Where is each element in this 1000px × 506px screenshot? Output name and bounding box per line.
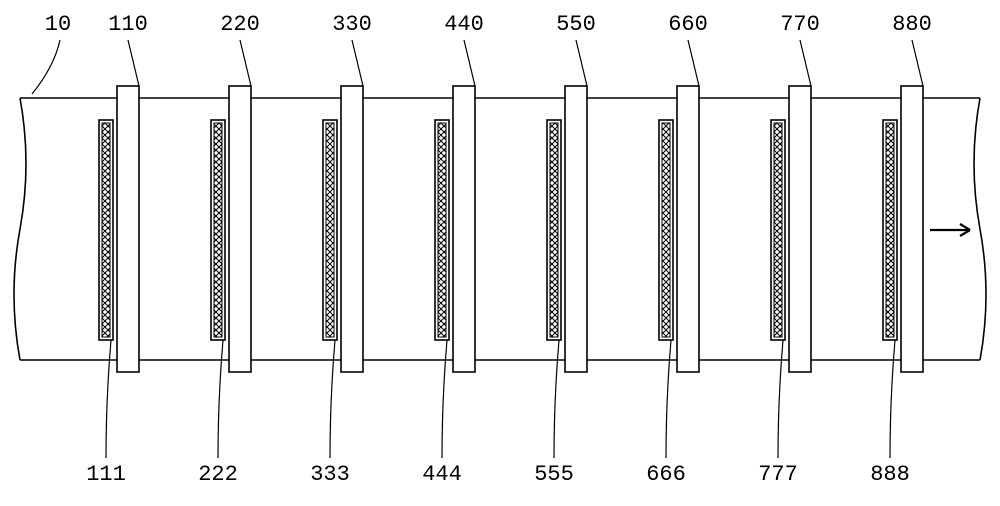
- svg-text:10: 10: [45, 12, 71, 37]
- svg-text:220: 220: [220, 12, 260, 37]
- svg-text:330: 330: [332, 12, 372, 37]
- svg-text:555: 555: [534, 462, 574, 487]
- svg-text:666: 666: [646, 462, 686, 487]
- svg-text:333: 333: [310, 462, 350, 487]
- svg-text:110: 110: [108, 12, 148, 37]
- svg-text:440: 440: [444, 12, 484, 37]
- svg-text:880: 880: [892, 12, 932, 37]
- svg-text:770: 770: [780, 12, 820, 37]
- svg-text:888: 888: [870, 462, 910, 487]
- svg-text:550: 550: [556, 12, 596, 37]
- svg-text:111: 111: [86, 462, 126, 487]
- svg-text:660: 660: [668, 12, 708, 37]
- svg-text:444: 444: [422, 462, 462, 487]
- svg-text:222: 222: [198, 462, 238, 487]
- svg-text:777: 777: [758, 462, 798, 487]
